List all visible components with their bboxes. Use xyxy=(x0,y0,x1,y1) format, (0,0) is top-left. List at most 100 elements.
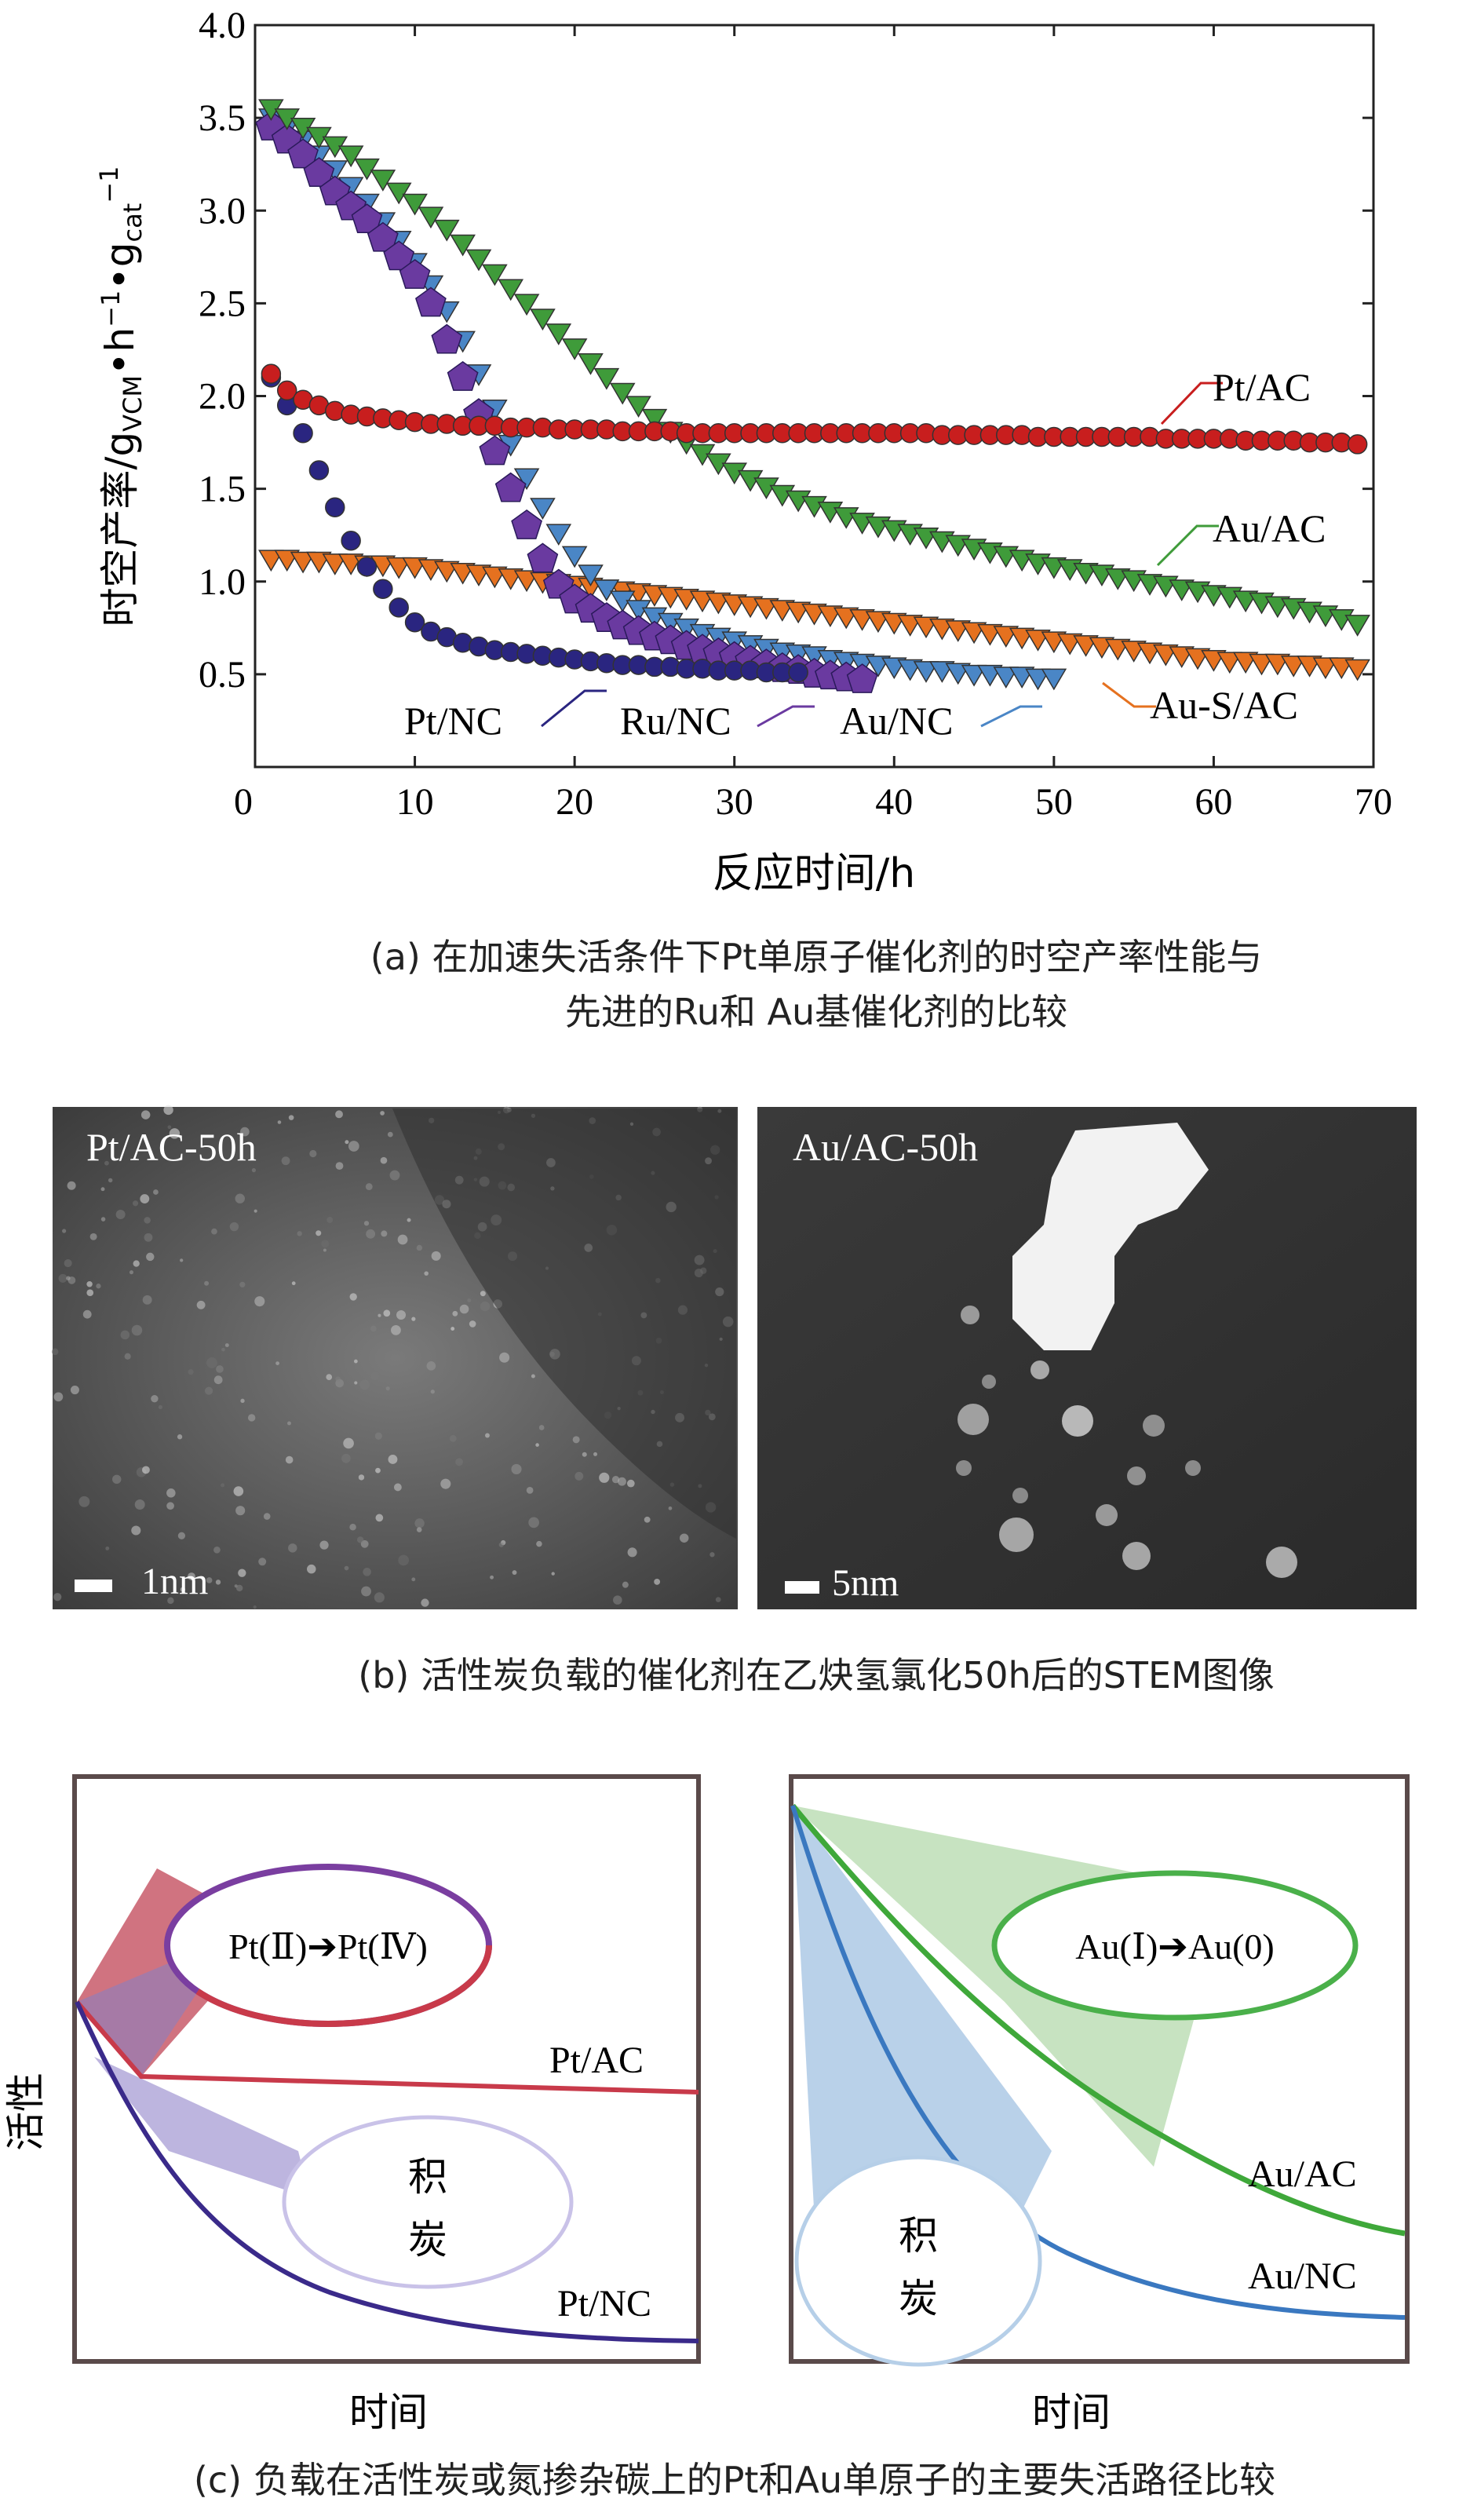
data-point xyxy=(370,170,396,192)
pt-coke-1: 积 xyxy=(408,2154,447,2200)
stem-label-au-ac: Au/AC-50h xyxy=(793,1125,978,1169)
data-point xyxy=(545,524,572,546)
data-point xyxy=(367,221,399,252)
au-nc-curve xyxy=(790,1805,1406,2320)
data-point xyxy=(530,498,556,520)
pt-coke-2: 炭 xyxy=(408,2217,447,2263)
series-label: Au/AC xyxy=(1213,506,1326,550)
data-point xyxy=(402,193,428,216)
data-point xyxy=(308,460,330,480)
data-point xyxy=(399,258,431,289)
pt-ac-label: Pt/AC xyxy=(549,2040,644,2081)
data-point xyxy=(1347,434,1368,455)
scale-bar-left xyxy=(75,1580,112,1592)
activity-axis-label: 活性 xyxy=(3,2073,49,2151)
data-point xyxy=(290,551,316,574)
data-point xyxy=(578,352,604,375)
au-ac-curve xyxy=(790,1803,1406,2237)
data-point xyxy=(433,219,460,242)
scale-label-left: 1nm xyxy=(141,1561,208,1602)
data-point xyxy=(373,579,393,599)
data-point xyxy=(431,323,463,354)
y-axis-label-part2: •h xyxy=(97,327,143,375)
data-point xyxy=(513,468,540,491)
y-axis-label-sub: VCM xyxy=(118,375,148,432)
data-point xyxy=(641,408,668,431)
series-label: Ru/NC xyxy=(620,699,731,743)
axis-ticks: 0 10 20 30 40 50 60 70 0.5 1.0 1.5 2.0 2.5 3.0 3.5 4.0 xyxy=(199,5,1392,823)
panel-b-stem-images: Pt/AC-50h 1nm Au/AC-50h 5nm (b) 活性炭负载的催化… xyxy=(51,1105,1417,1696)
pt-nc-curve xyxy=(75,2000,699,2343)
data-point xyxy=(626,396,651,418)
data-point xyxy=(479,435,511,466)
stem-particles-right xyxy=(956,1123,1297,1578)
x-tick-label: 20 xyxy=(556,781,593,823)
series-au-ac xyxy=(258,99,1370,637)
data-point xyxy=(527,542,559,573)
data-point xyxy=(788,662,808,683)
series-label-leader xyxy=(1156,524,1219,567)
series-labels: Pt/AC Au/AC Au-S/AC Pt/NC Ru/NC Au/NC xyxy=(404,365,1326,743)
y-tick-label: 3.0 xyxy=(199,190,246,232)
data-point xyxy=(465,249,492,272)
data-point xyxy=(287,138,319,169)
au-nc-label: Au/NC xyxy=(1248,2255,1357,2297)
data-point xyxy=(1344,659,1370,681)
data-point xyxy=(1249,653,1275,676)
data-point xyxy=(593,579,620,601)
y-axis-label-sup1: −1 xyxy=(96,290,126,327)
au-ac-label: Au/AC xyxy=(1248,2153,1357,2195)
data-point xyxy=(993,667,1020,688)
au-coke-2: 炭 xyxy=(899,2276,938,2321)
data-point xyxy=(482,264,508,287)
data-point xyxy=(1312,657,1339,680)
au-time-label: 时间 xyxy=(1032,2390,1111,2435)
series-layer xyxy=(255,99,1370,693)
data-point xyxy=(261,363,282,384)
data-point xyxy=(447,360,479,391)
x-tick-label: 0 xyxy=(234,781,253,823)
scale-bar-right xyxy=(785,1581,819,1594)
data-point xyxy=(322,553,348,575)
data-point xyxy=(1216,652,1243,674)
data-point xyxy=(593,367,620,390)
data-point xyxy=(337,145,364,168)
data-point xyxy=(545,323,572,345)
caption-c: (c) 负载在活性炭或氮掺杂碳上的Pt和Au单原子的主要失活路径比较 xyxy=(194,2459,1275,2501)
x-tick-label: 50 xyxy=(1035,781,1073,823)
series-pt-ac xyxy=(261,363,1368,455)
data-point xyxy=(385,182,412,205)
data-point xyxy=(530,309,556,331)
y-tick-label: 2.5 xyxy=(199,283,246,324)
y-axis-label-sup2: −1 xyxy=(94,166,124,203)
series-au-nc xyxy=(258,108,1067,691)
series-label: Au-S/AC xyxy=(1150,683,1298,727)
data-point xyxy=(325,497,345,517)
data-point xyxy=(846,663,878,693)
svg-text:时空产率/gVCM•h−1•gcat−1: 时空产率/gVCM•h−1•gcat−1 xyxy=(94,166,148,627)
series-pt-nc xyxy=(261,367,808,683)
x-tick-label: 60 xyxy=(1195,781,1232,823)
schematic-au: Au(Ⅰ)➔Au(0) 积 炭 Au/AC Au/NC 时间 xyxy=(789,1774,1410,2435)
pt-coke-ellipse xyxy=(282,2115,574,2289)
au-reduction-text: Au(Ⅰ)➔Au(0) xyxy=(1075,1927,1274,1967)
data-point xyxy=(341,531,361,551)
caption-a-line1: (a) 在加速失活条件下Pt单原子催化剂的时空产率性能与 xyxy=(370,936,1262,978)
data-point xyxy=(303,157,335,187)
y-axis-label: 时空产率/gVCM•h−1•gcat−1 xyxy=(94,166,148,627)
data-point xyxy=(356,557,378,577)
y-axis-label-main: 时空产率/g xyxy=(97,432,143,627)
data-point xyxy=(1025,668,1051,691)
data-point xyxy=(498,279,524,301)
data-point xyxy=(351,203,383,233)
y-tick-label: 1.0 xyxy=(199,561,246,603)
au-coke-1: 积 xyxy=(899,2213,938,2259)
data-point xyxy=(450,234,476,257)
data-point xyxy=(1344,615,1370,637)
schematic-pt: Pt(Ⅱ)➔Pt(Ⅳ) 积 炭 Pt/AC Pt/NC 时间 xyxy=(72,1774,701,2435)
data-point xyxy=(561,546,588,568)
series-label-leader xyxy=(1160,382,1223,425)
series-label-leader xyxy=(1102,681,1156,708)
au-reduction-ellipse xyxy=(991,1870,1359,2021)
